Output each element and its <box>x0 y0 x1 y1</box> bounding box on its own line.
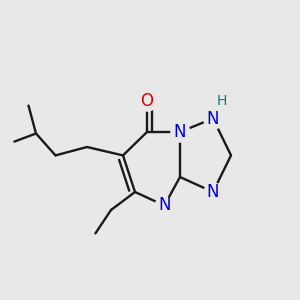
Text: N: N <box>174 123 186 141</box>
Text: N: N <box>158 196 171 214</box>
Text: H: H <box>217 94 227 108</box>
Text: O: O <box>140 92 154 110</box>
Text: N: N <box>207 183 219 201</box>
Text: N: N <box>207 110 219 128</box>
